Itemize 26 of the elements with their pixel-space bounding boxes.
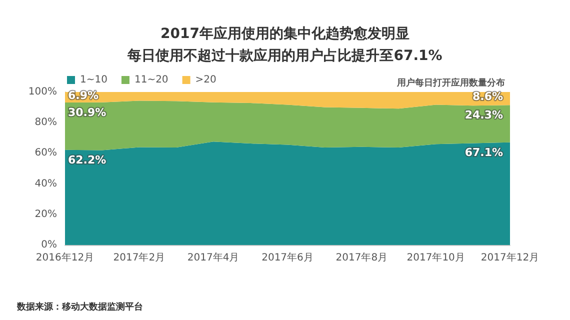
- y-tick-label: 20%: [34, 208, 57, 220]
- legend-label: 1~10: [80, 74, 108, 86]
- legend-label: 11~20: [134, 74, 168, 86]
- legend-label: >20: [195, 74, 216, 86]
- data-label: 8.6%: [472, 90, 504, 104]
- y-tick-label: 40%: [34, 178, 57, 190]
- y-tick-label: 80%: [34, 117, 57, 128]
- x-tick-label: 2016年12月: [36, 252, 94, 264]
- data-label: 67.1%: [464, 146, 504, 159]
- x-tick-label: 2017年2月: [113, 252, 166, 264]
- data-label: 24.3%: [464, 108, 504, 122]
- text: 用户每日打开应用数量分布: [396, 78, 505, 88]
- chart-title: 2017年应用使用的集中化趋势愈发明显: [160, 25, 410, 42]
- y-tick-label: 60%: [34, 148, 57, 159]
- x-tick-label: 2017年6月: [262, 252, 314, 264]
- data-label: 30.9%: [68, 106, 106, 120]
- y-tick-label: 100%: [28, 86, 57, 98]
- x-tick-label: 2017年4月: [187, 252, 240, 264]
- x-tick-label: 2017年12月: [480, 252, 540, 264]
- y-tick-label: 0%: [41, 240, 57, 250]
- x-tick-label: 2017年8月: [336, 252, 388, 264]
- data-label: 62.2%: [68, 153, 106, 166]
- source-note: 数据来源：移动大数据监测平台: [16, 302, 143, 312]
- data-label: 6.9%: [68, 88, 99, 102]
- chart-subtitle: 每日使用不超过十款应用的用户占比提升至67.1%: [126, 47, 442, 64]
- x-tick-label: 2017年10月: [406, 252, 465, 264]
